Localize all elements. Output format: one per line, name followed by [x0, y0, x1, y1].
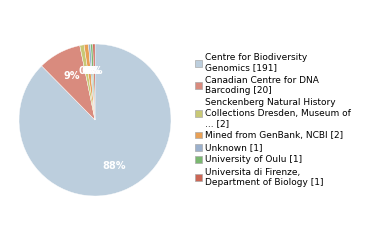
- Text: 0%: 0%: [85, 66, 101, 76]
- Wedge shape: [89, 44, 95, 120]
- Legend: Centre for Biodiversity
Genomics [191], Canadian Centre for DNA
Barcoding [20], : Centre for Biodiversity Genomics [191], …: [195, 53, 351, 187]
- Text: 88%: 88%: [102, 161, 125, 171]
- Text: 9%: 9%: [63, 72, 80, 81]
- Text: 0%: 0%: [83, 66, 100, 76]
- Wedge shape: [80, 45, 95, 120]
- Wedge shape: [90, 44, 95, 120]
- Wedge shape: [19, 44, 171, 196]
- Text: 0%: 0%: [81, 66, 98, 76]
- Text: 0%: 0%: [78, 66, 95, 76]
- Wedge shape: [84, 44, 95, 120]
- Text: 0%: 0%: [86, 66, 103, 76]
- Wedge shape: [93, 44, 95, 120]
- Wedge shape: [42, 46, 95, 120]
